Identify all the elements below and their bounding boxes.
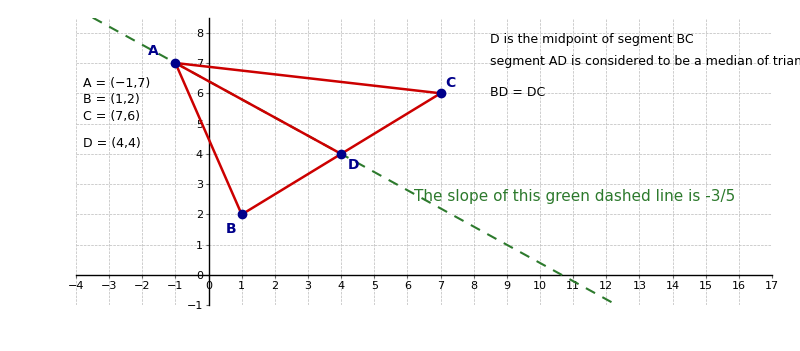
Text: B = (1,2): B = (1,2) <box>82 93 139 106</box>
Text: C = (7,6): C = (7,6) <box>82 110 140 123</box>
Text: D: D <box>348 158 359 172</box>
Text: C: C <box>446 76 456 90</box>
Text: B: B <box>226 222 237 236</box>
Text: A = (−1,7): A = (−1,7) <box>82 77 150 90</box>
Text: D = (4,4): D = (4,4) <box>82 137 140 150</box>
Text: A: A <box>148 45 159 59</box>
Text: BD = DC: BD = DC <box>490 86 546 99</box>
Text: segment AD is considered to be a median of triangle ABC: segment AD is considered to be a median … <box>490 55 800 68</box>
Text: The slope of this green dashed line is -3/5: The slope of this green dashed line is -… <box>414 189 735 204</box>
Text: D is the midpoint of segment BC: D is the midpoint of segment BC <box>490 33 694 46</box>
